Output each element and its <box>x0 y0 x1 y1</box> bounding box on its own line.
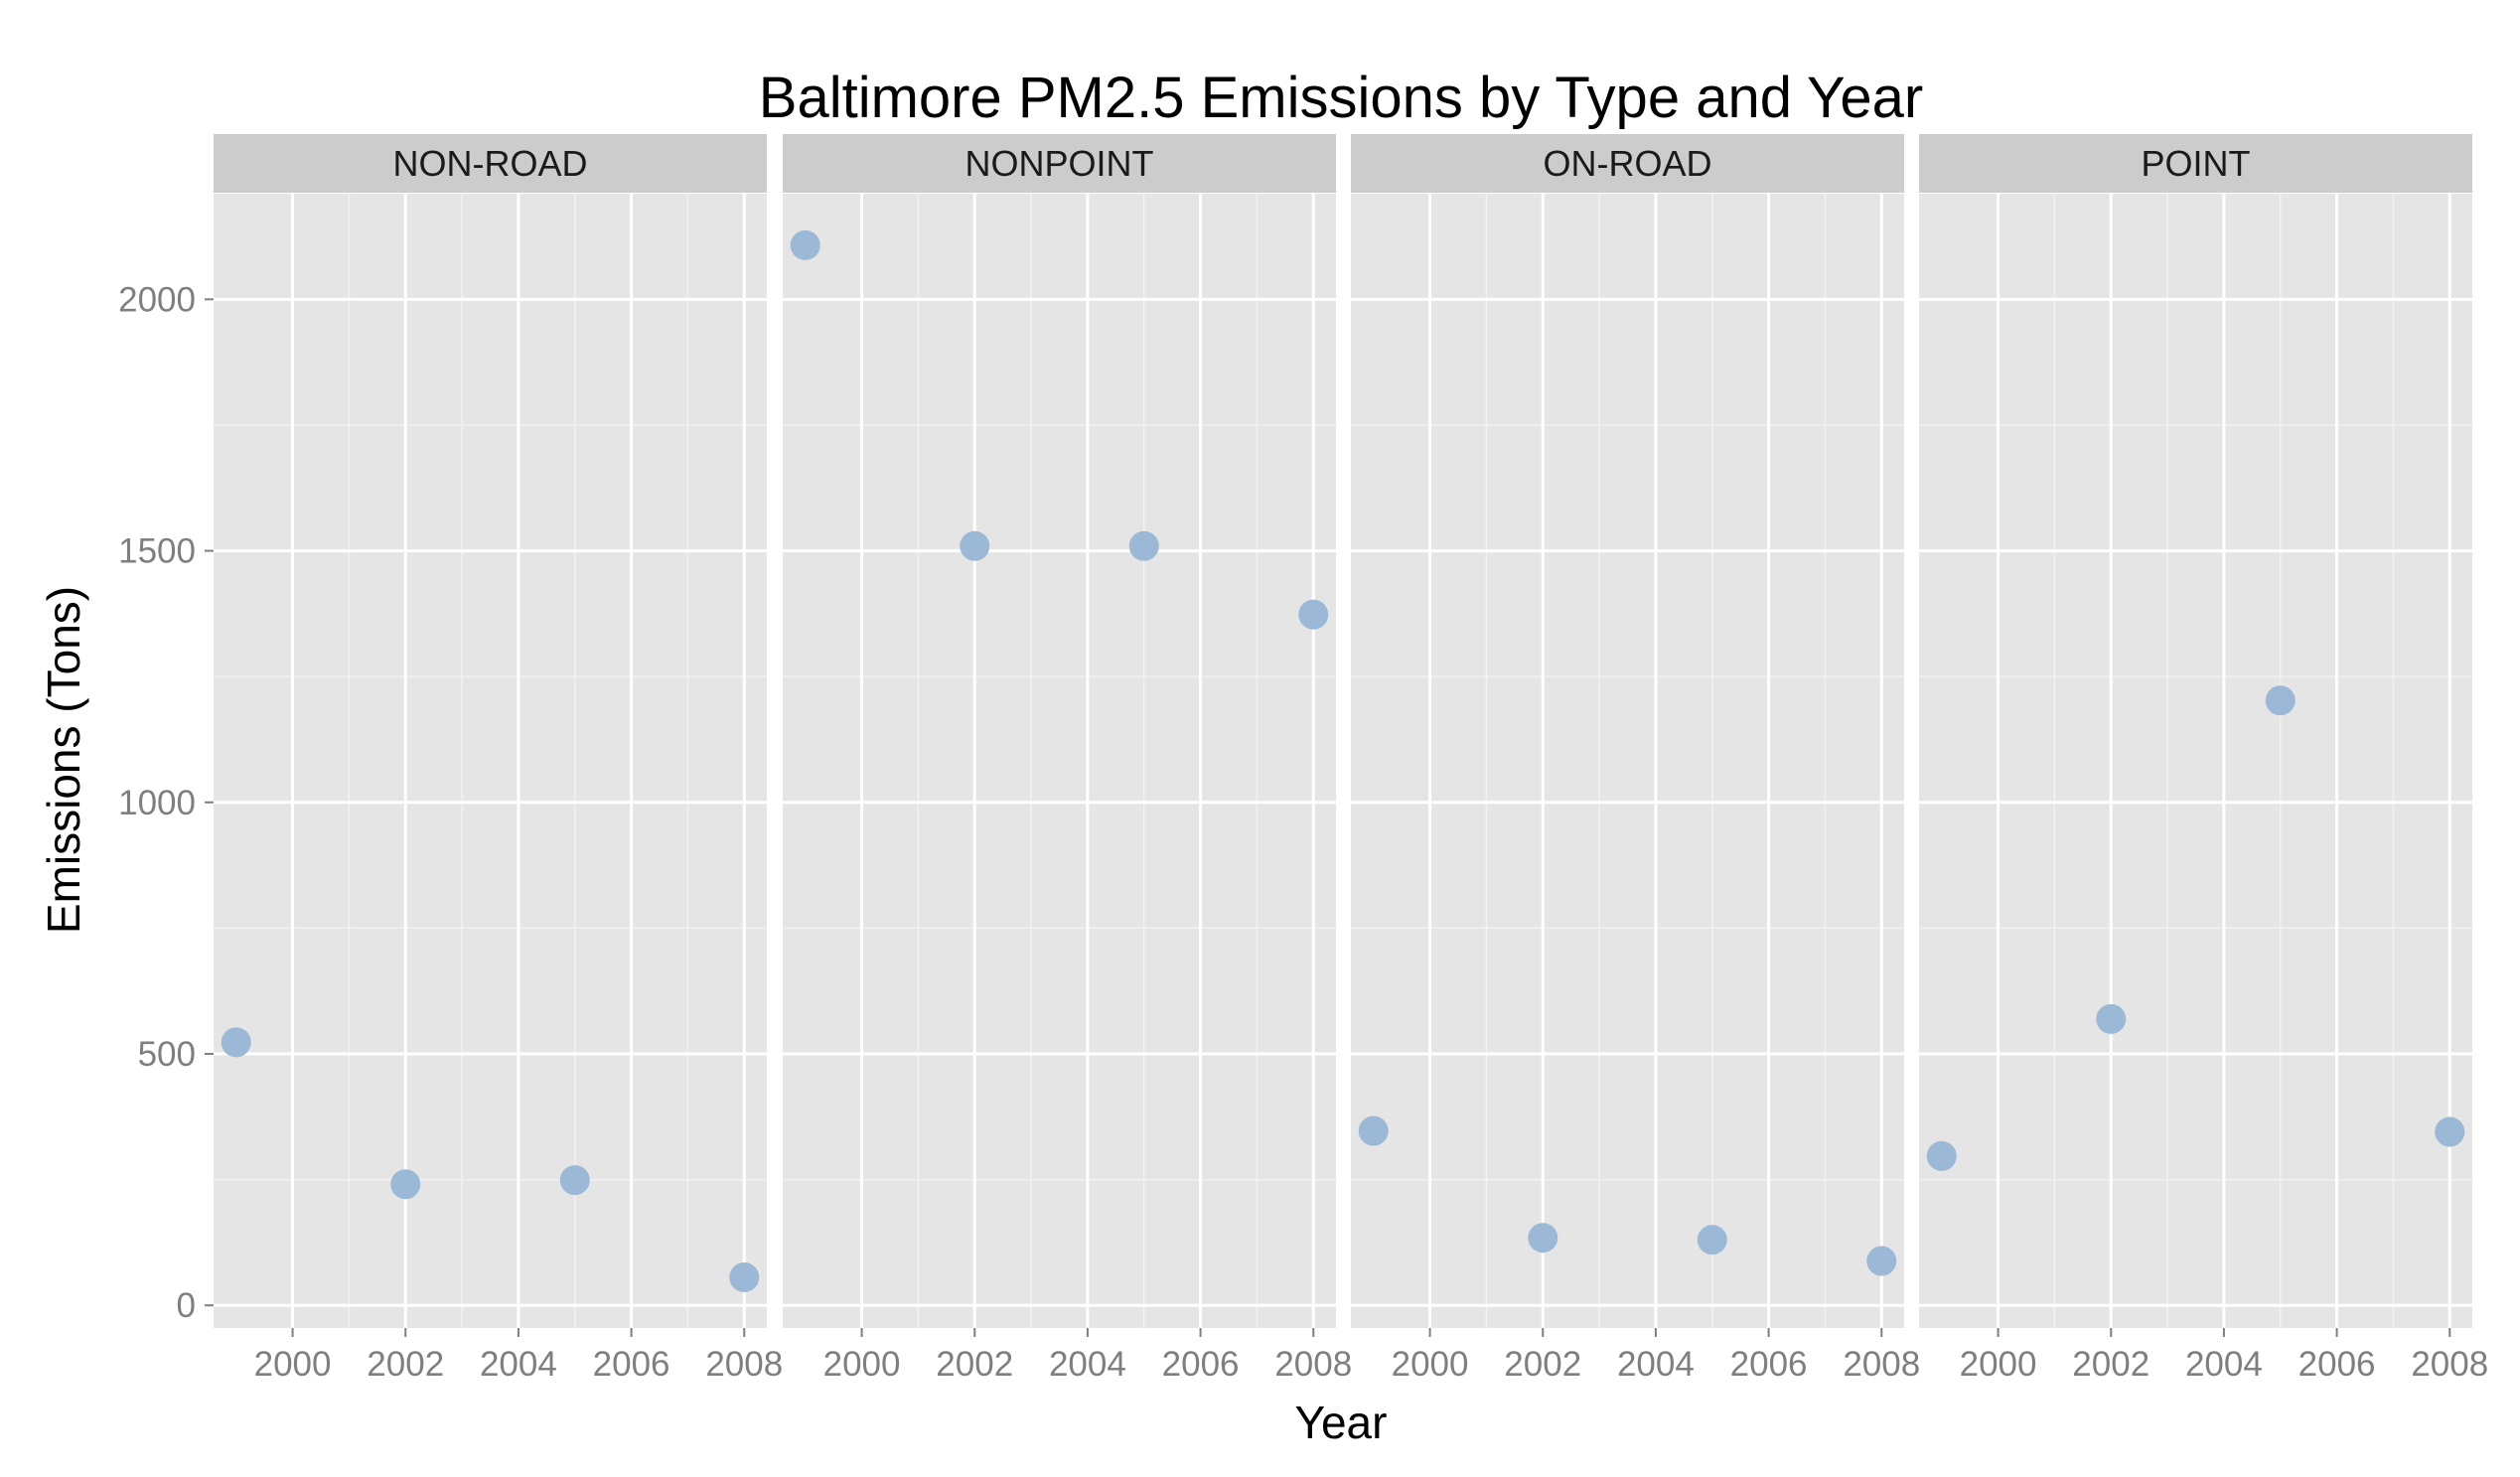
facet-strip-label: NON-ROAD <box>393 143 588 184</box>
chart-title: Baltimore PM2.5 Emissions by Type and Ye… <box>759 66 1923 130</box>
data-point-nonpoint-2005 <box>1128 530 1159 561</box>
y-tick-label: 1000 <box>118 784 196 822</box>
panel-background <box>1919 194 2472 1328</box>
data-point-point-2002 <box>2096 1003 2127 1034</box>
x-tick-label: 2002 <box>367 1345 444 1384</box>
data-point-point-2008 <box>2435 1116 2465 1147</box>
y-tick-label: 1500 <box>118 532 196 571</box>
y-tick-label: 500 <box>138 1035 196 1074</box>
y-tick-label: 2000 <box>118 280 196 319</box>
facet-panels: NON-ROAD NONPOINT ON-ROAD POINT <box>214 134 2472 1328</box>
x-tick-label: 2008 <box>1843 1345 1920 1384</box>
x-tick-label: 2008 <box>1274 1345 1352 1384</box>
x-tick-label: 2006 <box>1162 1345 1240 1384</box>
facet-strip-nonpoint <box>783 134 1336 193</box>
data-point-on-road-2002 <box>1528 1223 1558 1254</box>
facet-non-road: NON-ROAD <box>214 134 767 1328</box>
facet-strip-label: NONPOINT <box>964 143 1153 184</box>
facet-on-road: ON-ROAD <box>1351 134 1904 1328</box>
x-tick-label: 2002 <box>1504 1345 1581 1384</box>
facet-strip-non-road <box>214 134 767 193</box>
x-tick-label: 2006 <box>1730 1345 1808 1384</box>
data-point-nonpoint-2008 <box>1298 599 1329 630</box>
data-point-point-2005 <box>2265 685 2296 716</box>
facet-strip-label: ON-ROAD <box>1544 143 1712 184</box>
data-point-point-1999 <box>1926 1140 1957 1171</box>
x-tick-label: 2006 <box>593 1345 670 1384</box>
data-point-on-road-2005 <box>1697 1225 1727 1255</box>
x-tick-label: 2008 <box>2411 1345 2488 1384</box>
x-tick-label: 2002 <box>2072 1345 2149 1384</box>
x-tick-label: 2000 <box>1392 1345 1469 1384</box>
facet-point: POINT <box>1919 134 2472 1328</box>
x-axis: 2000 2002 2004 2006 2008 2000 2002 2004 2006 2008… <box>254 1328 2488 1384</box>
x-tick-label: 2002 <box>936 1345 1013 1384</box>
facet-nonpoint: NONPOINT <box>783 134 1336 1328</box>
facet-strip-point <box>1919 134 2472 193</box>
data-point-non-road-2005 <box>559 1165 590 1196</box>
y-tick-label: 0 <box>177 1286 196 1325</box>
x-tick-label: 2000 <box>1960 1345 2037 1384</box>
x-tick-label: 2004 <box>1049 1345 1126 1384</box>
x-tick-label: 2008 <box>705 1345 783 1384</box>
facet-strip-on-road <box>1351 134 1904 193</box>
panel-background <box>1351 194 1904 1328</box>
panel-background <box>214 194 767 1328</box>
x-tick-label: 2000 <box>823 1345 901 1384</box>
facet-strip-label: POINT <box>2141 143 2250 184</box>
data-point-non-road-2002 <box>390 1169 421 1200</box>
data-point-nonpoint-2002 <box>960 530 990 561</box>
data-point-on-road-2008 <box>1866 1246 1897 1276</box>
x-tick-label: 2004 <box>1617 1345 1695 1384</box>
x-axis-title: Year <box>1295 1397 1388 1448</box>
data-point-non-road-2008 <box>729 1261 760 1292</box>
x-tick-label: 2004 <box>480 1345 557 1384</box>
data-point-non-road-1999 <box>221 1027 251 1058</box>
data-point-on-road-1999 <box>1358 1115 1389 1146</box>
x-tick-label: 2000 <box>254 1345 332 1384</box>
y-axis: 0 500 1000 1500 2000 <box>118 280 214 1325</box>
y-axis-title: Emissions (Tons) <box>38 586 89 934</box>
x-tick-label: 2006 <box>2298 1345 2376 1384</box>
panel-background <box>783 194 1336 1328</box>
x-tick-label: 2004 <box>2185 1345 2263 1384</box>
data-point-nonpoint-1999 <box>790 229 820 260</box>
